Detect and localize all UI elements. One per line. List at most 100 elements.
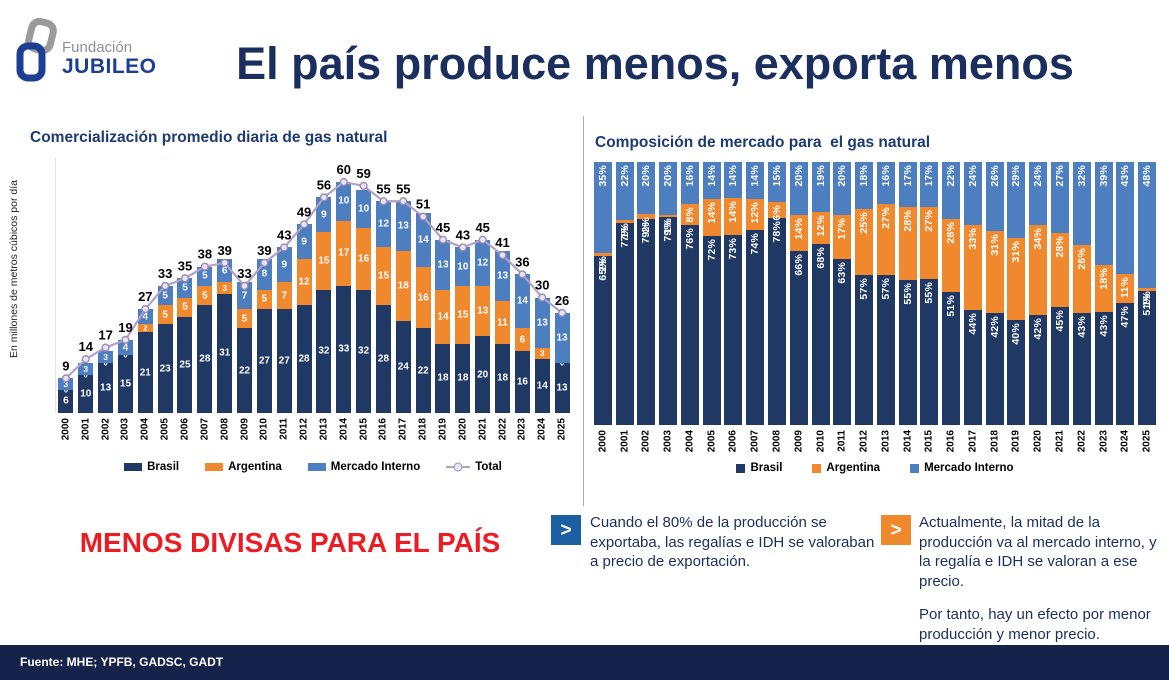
x-axis-year-label: 2024 (536, 418, 548, 441)
segment-brasil: 18 (435, 343, 451, 413)
segment-value-label: 4 (122, 342, 129, 354)
segment-value-label: 15 (119, 378, 132, 390)
segment-value-label: 5 (182, 301, 188, 313)
segment-argentina: 34% (1029, 225, 1048, 315)
bar-column-2011: 63% 17% 20% 2011 (831, 162, 853, 452)
bar-column-2002: 13 0 3 2002 (96, 158, 116, 440)
segment-value-label: 12 (377, 218, 390, 230)
x-axis-year-label: 2010 (258, 418, 270, 441)
segment-value-label: 10 (358, 203, 370, 215)
callout-current-era: Actualmente, la mitad de la producción v… (919, 513, 1169, 658)
segment-value-label: 12 (477, 257, 489, 269)
chevron-right-icon: > (551, 515, 581, 545)
x-axis-year-label: 2008 (219, 418, 231, 441)
x-axis-year-label: 2008 (771, 430, 783, 453)
segment-mercado-interno: 6 (217, 259, 233, 283)
segment-argentina: 1% (1138, 288, 1157, 307)
segment-brasil: 25 (177, 316, 193, 413)
segment-mercado-interno: 10 (336, 182, 352, 221)
segment-value-label: 6 (63, 395, 69, 407)
segment-value-label: 66% (792, 254, 805, 277)
x-axis-year-label: 2007 (199, 418, 211, 441)
legend-item-argentina: Argentina (812, 462, 880, 474)
segment-argentina: 27% (876, 204, 895, 276)
segment-value-label: 18 (496, 372, 509, 384)
segment-value-label: 18 (437, 372, 449, 384)
segment-mercado-interno: 24% (963, 162, 982, 225)
segment-mercado-interno: 10 (356, 189, 372, 229)
bar-column-2021: 20 13 12 2021 (473, 158, 493, 440)
segment-brasil: 63% (833, 259, 852, 425)
segment-value-label: 13 (437, 259, 449, 271)
segment-argentina: 15 (455, 285, 471, 344)
x-axis-year-label: 2001 (80, 418, 92, 441)
segment-value-label: 12% (749, 201, 762, 224)
x-axis-year-label: 2002 (640, 430, 652, 453)
right-chart-legend: Brasil Argentina Mercado Interno (592, 462, 1158, 474)
segment-argentina: 14% (724, 198, 743, 235)
segment-value-label: 4 (142, 311, 149, 323)
segment-value-label: 16% (683, 165, 696, 187)
segment-mercado-interno: 48% (1138, 162, 1157, 289)
legend-label: Mercado Interno (924, 462, 1014, 474)
bar-column-2012: 57% 25% 18% 2012 (853, 162, 875, 452)
segment-brasil: 28 (375, 305, 391, 413)
segment-value-label: 3 (63, 379, 69, 390)
segment-value-label: 9 (301, 236, 307, 248)
segment-brasil: 51% (1138, 290, 1157, 425)
callout-paragraph: Actualmente, la mitad de la producción v… (919, 514, 1157, 590)
segment-value-label: 13 (536, 317, 548, 329)
segment-value-label: 16 (358, 253, 370, 265)
segment-value-label: 13 (397, 220, 409, 232)
segment-brasil: 14 (534, 359, 550, 413)
segment-value-label: 31 (219, 347, 231, 359)
x-axis-year-label: 2009 (793, 430, 805, 453)
segment-value-label: 5 (162, 309, 168, 321)
right-chart-title: Composición de mercado para el gas natur… (595, 134, 931, 151)
segment-brasil: 10 (78, 374, 94, 413)
segment-value-label: 14 (516, 295, 528, 307)
segment-brasil: 57% (855, 275, 874, 425)
segment-value-label: 63% (836, 262, 849, 284)
bar-column-2008: 31 3 6 2008 (215, 158, 235, 440)
logo-text-fundacion: Fundación (62, 39, 133, 56)
bar-column-2014: 33 17 10 2014 (334, 158, 354, 440)
segment-argentina: 2% (637, 214, 656, 233)
segment-value-label: 78% (771, 220, 784, 243)
bar-column-2025: 13 0 13 2025 (552, 158, 572, 440)
segment-argentina: 1% (593, 253, 612, 272)
x-axis-year-label: 2006 (727, 430, 739, 453)
segment-brasil: 22 (237, 328, 253, 413)
bar-column-2001: 10 0 3 2001 (76, 158, 96, 440)
segment-argentina: 1% (659, 214, 678, 233)
segment-brasil: 27 (276, 309, 292, 413)
x-axis-year-label: 2014 (338, 418, 350, 441)
bar-column-2021: 45% 28% 27% 2021 (1049, 162, 1071, 452)
bar-column-2024: 47% 11% 43% 2024 (1114, 162, 1136, 452)
segment-value-label: 68% (814, 247, 827, 269)
segment-value-label: 7 (281, 290, 287, 302)
segment-value-label: 17% (901, 165, 914, 187)
bar-column-2014: 55% 28% 17% 2014 (897, 162, 919, 452)
legend-item-mercado-interno: Mercado Interno (307, 461, 420, 473)
segment-value-label: 33 (338, 343, 350, 355)
segment-value-label: 16 (516, 376, 528, 388)
bar-column-2025: 51% 1% 48% 2025 (1136, 162, 1158, 452)
segment-brasil: 13 (554, 362, 570, 413)
segment-mercado-interno: 26% (985, 162, 1004, 232)
segment-argentina: 12 (296, 259, 312, 306)
segment-value-label: 18% (1097, 267, 1110, 290)
segment-value-label: 32% (1075, 165, 1088, 187)
segment-brasil: 18 (455, 343, 471, 413)
bar-column-2000: 65% 1% 35% 2000 (592, 162, 614, 452)
segment-value-label: 8 (261, 268, 268, 280)
segment-mercado-interno: 13 (554, 312, 570, 363)
segment-value-label: 8% (683, 207, 696, 223)
segment-value-label: 20 (477, 369, 489, 380)
segment-value-label: 20% (662, 165, 675, 187)
x-axis-year-label: 2010 (815, 430, 827, 453)
segment-brasil: 55% (920, 278, 939, 425)
segment-mercado-interno: 8 (256, 259, 272, 290)
segment-argentina: 28% (1051, 233, 1070, 307)
x-axis-year-label: 2000 (597, 430, 609, 453)
